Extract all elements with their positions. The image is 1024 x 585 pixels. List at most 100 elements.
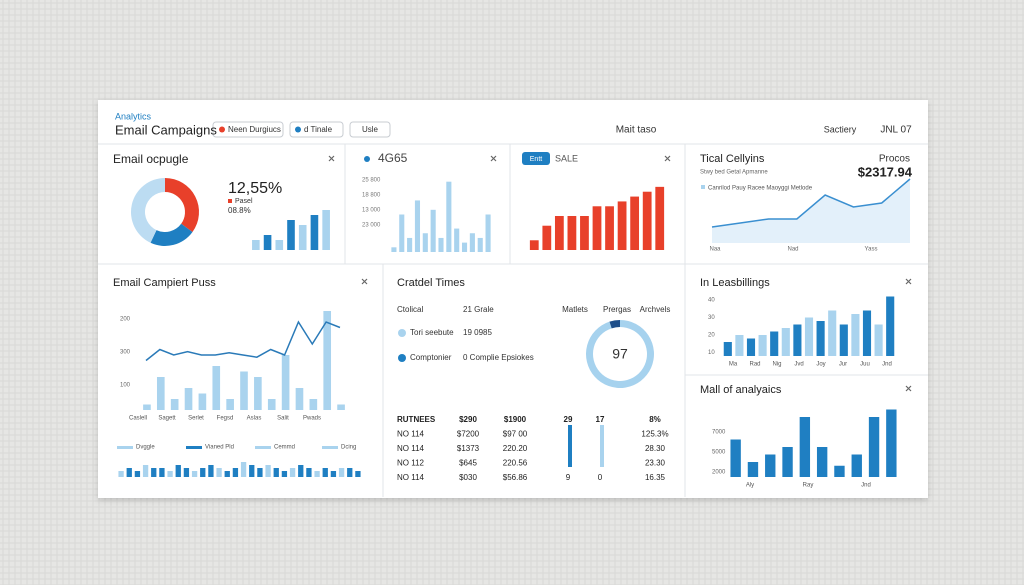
label: Salit xyxy=(277,416,289,422)
bar xyxy=(224,471,230,477)
label: $645 xyxy=(459,459,477,468)
title-dot xyxy=(364,156,370,162)
label: 29 xyxy=(564,415,573,424)
legend-swatch xyxy=(255,446,271,449)
label: 19 0985 xyxy=(463,328,492,337)
bar xyxy=(592,206,602,250)
label: Ray xyxy=(803,483,814,489)
bar xyxy=(289,468,296,477)
bar xyxy=(862,310,872,356)
bar xyxy=(322,468,328,477)
label: d Tinale xyxy=(304,125,333,134)
label: Prergas xyxy=(603,305,631,314)
label: Yass xyxy=(865,247,878,253)
bar xyxy=(834,465,845,477)
bar xyxy=(580,216,589,250)
label: Stwy bed Getal Apmanne xyxy=(700,170,768,176)
bar xyxy=(804,317,814,356)
bar xyxy=(886,409,897,477)
label: 21 Grale xyxy=(463,305,494,314)
label: 16.35 xyxy=(645,473,666,482)
bar xyxy=(287,220,295,250)
bar xyxy=(298,225,307,250)
bar xyxy=(347,468,353,477)
tab[interactable] xyxy=(522,152,550,165)
button[interactable] xyxy=(212,121,284,138)
button[interactable] xyxy=(349,121,391,138)
bar xyxy=(249,465,255,477)
bar xyxy=(252,240,260,250)
bar xyxy=(263,235,272,250)
line-area xyxy=(712,179,910,243)
bar xyxy=(839,324,848,356)
label: Jur xyxy=(839,362,847,368)
label: 0 Complie Epsiokes xyxy=(463,353,534,362)
bar xyxy=(212,366,221,410)
label: 12,55% xyxy=(228,180,282,197)
bar xyxy=(208,465,214,477)
label: Rad xyxy=(749,362,760,368)
label: Tori seebute xyxy=(410,328,454,337)
label: 8% xyxy=(649,415,661,424)
label: 40 xyxy=(708,298,715,304)
row-dot xyxy=(398,354,406,362)
button-icon xyxy=(219,126,225,133)
label: 9 xyxy=(566,473,571,482)
bar xyxy=(529,240,539,250)
bar xyxy=(828,310,837,356)
bar xyxy=(281,471,288,477)
bar xyxy=(758,335,767,356)
bar xyxy=(309,399,318,410)
label: $030 xyxy=(459,473,477,482)
bar xyxy=(454,228,460,252)
bar xyxy=(275,240,284,250)
bar xyxy=(730,439,741,477)
label: 28.30 xyxy=(645,444,666,453)
bar xyxy=(323,311,332,410)
label: Comptonier xyxy=(410,353,452,362)
bar xyxy=(746,338,756,356)
label: 220.56 xyxy=(503,459,528,468)
bar xyxy=(391,247,397,252)
bar xyxy=(793,324,802,356)
label: Ctolical xyxy=(397,305,423,314)
donut-slice xyxy=(609,320,620,329)
bar xyxy=(477,237,483,252)
bar xyxy=(151,468,157,477)
label: Ma xyxy=(729,362,738,368)
label: SALE xyxy=(555,153,578,163)
label: NO 112 xyxy=(397,459,425,468)
bar xyxy=(617,201,627,250)
bar xyxy=(747,462,759,477)
label: $7200 xyxy=(457,430,480,439)
label: 125.3% xyxy=(641,430,668,439)
header-buttons xyxy=(212,121,391,138)
label: 08.8% xyxy=(228,206,251,215)
bar xyxy=(765,454,776,477)
line xyxy=(145,320,341,362)
label: Pasel xyxy=(235,198,253,205)
label: 100 xyxy=(120,383,131,389)
donut-slice xyxy=(150,223,193,246)
column-bar xyxy=(568,425,572,467)
bar xyxy=(310,215,319,250)
label: Jnd xyxy=(861,483,871,489)
label: 10 xyxy=(708,350,715,356)
bar xyxy=(446,181,452,252)
bar xyxy=(567,216,577,250)
label: $97 00 xyxy=(503,430,528,439)
legend-swatch xyxy=(701,185,705,189)
bar xyxy=(183,468,190,477)
label: Procos xyxy=(879,154,910,165)
label: NO 114 xyxy=(397,473,425,482)
label: $1900 xyxy=(504,415,527,424)
bar xyxy=(306,468,312,477)
bar xyxy=(851,454,862,477)
bar xyxy=(126,468,132,477)
bar xyxy=(240,371,248,410)
label: Naa xyxy=(709,247,721,253)
bar xyxy=(469,233,475,252)
bar xyxy=(430,209,436,252)
button[interactable] xyxy=(289,121,344,138)
